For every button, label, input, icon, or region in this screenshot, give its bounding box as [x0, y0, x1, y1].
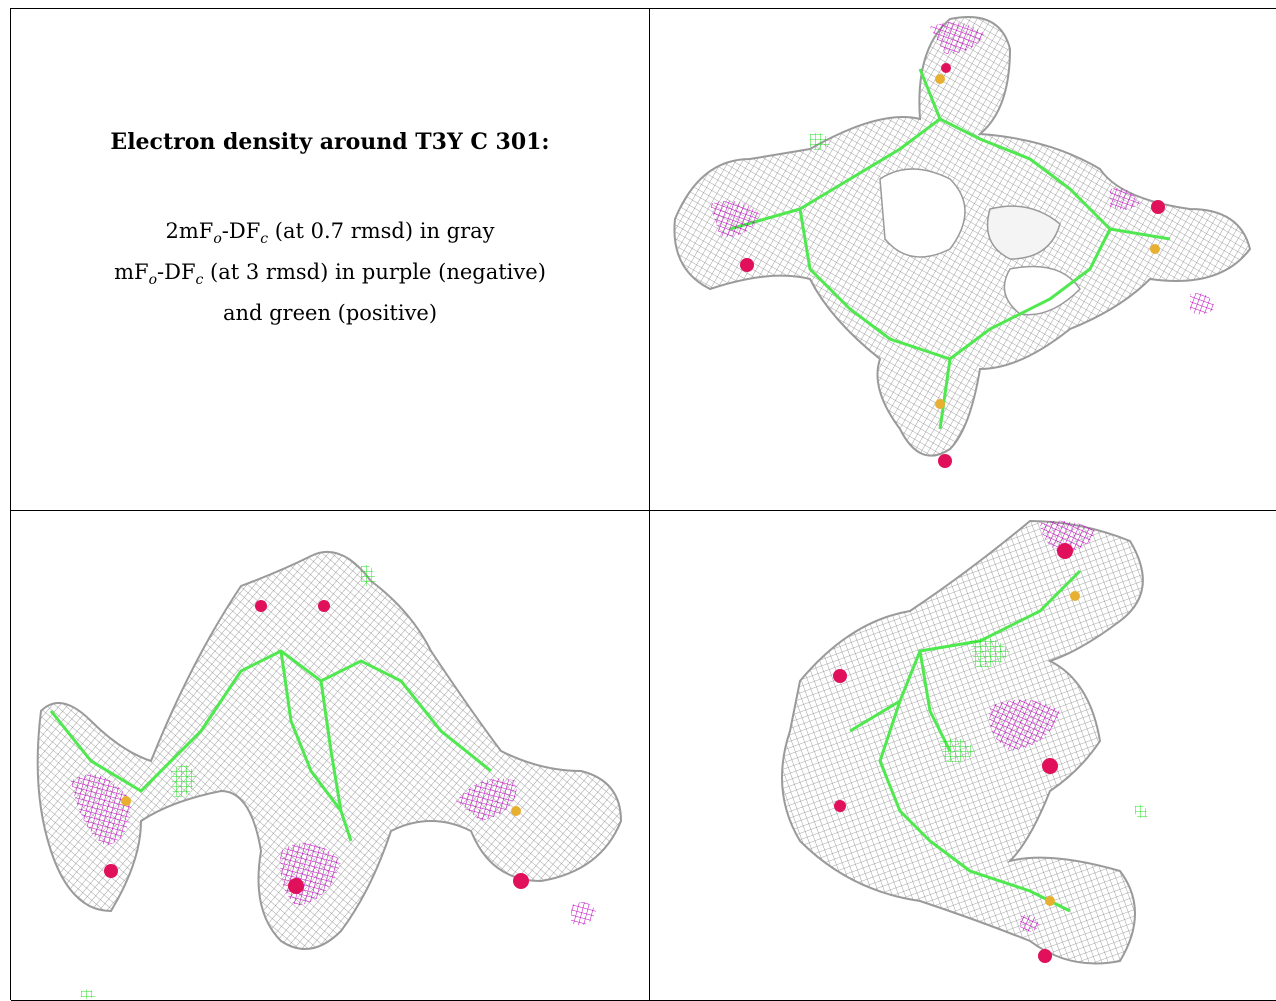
positive-density	[940, 737, 975, 763]
oxygen-atom	[1042, 758, 1058, 774]
caption-title: Electron density around T3Y C 301:	[110, 129, 550, 155]
sulfur-atom	[1150, 244, 1160, 254]
oxygen-atom	[834, 800, 846, 812]
density-view-oblique	[650, 511, 1276, 1001]
negative-density	[456, 778, 517, 821]
sulfur-atom	[935, 74, 945, 84]
oxygen-atom	[1038, 949, 1052, 963]
oxygen-atom	[104, 864, 118, 878]
sulfur-atom	[1045, 896, 1055, 906]
oxygen-atom	[1057, 543, 1073, 559]
bond-trace	[729, 68, 1171, 430]
density-mesh	[36, 551, 623, 950]
negative-density	[1110, 188, 1140, 210]
sulfur-atom	[121, 796, 131, 806]
caption-line-1: 2mFo-DFc (at 0.7 rmsd) in gray	[165, 219, 495, 248]
positive-density	[1135, 804, 1148, 819]
positive-density	[810, 132, 830, 150]
figure-table: Electron density around T3Y C 301: 2mFo-…	[10, 8, 1276, 1001]
negative-density	[71, 774, 131, 846]
positive-density	[81, 989, 96, 999]
oxygen-atom	[255, 600, 267, 612]
positive-density	[171, 764, 196, 797]
negative-density	[930, 21, 985, 54]
caption-cell: Electron density around T3Y C 301: 2mFo-…	[11, 9, 650, 511]
density-image-side	[36, 551, 623, 999]
density-image-top	[673, 16, 1252, 468]
bond-trace	[49, 649, 492, 842]
sulfur-atom	[935, 399, 945, 409]
density-hole	[1003, 265, 1081, 316]
negative-density	[710, 200, 760, 238]
positive-density	[361, 565, 376, 586]
negative-density	[571, 902, 596, 926]
density-hole	[879, 168, 966, 258]
density-hole	[986, 205, 1061, 260]
oxygen-atom	[740, 258, 754, 272]
negative-density	[989, 699, 1060, 751]
caption-line-2: mFo-DFc (at 3 rmsd) in purple (negative)	[114, 260, 546, 289]
oxygen-atom	[1151, 200, 1165, 214]
caption: Electron density around T3Y C 301: 2mFo-…	[11, 129, 649, 330]
negative-density	[1020, 914, 1040, 932]
density-view-top	[650, 9, 1276, 511]
negative-density	[1040, 520, 1095, 553]
oxygen-atom	[513, 873, 529, 889]
oxygen-atom	[318, 600, 330, 612]
oxygen-atom	[288, 878, 304, 894]
oxygen-atom	[938, 454, 952, 468]
caption-line-3: and green (positive)	[222, 301, 438, 326]
sulfur-atom	[511, 806, 521, 816]
oxygen-atom	[833, 669, 847, 683]
oxygen-atom	[941, 63, 951, 73]
sulfur-atom	[1070, 591, 1080, 601]
positive-density	[970, 637, 1010, 667]
density-view-side	[11, 511, 650, 1001]
bond-trace	[849, 569, 1082, 913]
negative-density	[1190, 293, 1215, 315]
density-mesh	[673, 16, 1252, 457]
density-image-oblique	[781, 519, 1148, 965]
